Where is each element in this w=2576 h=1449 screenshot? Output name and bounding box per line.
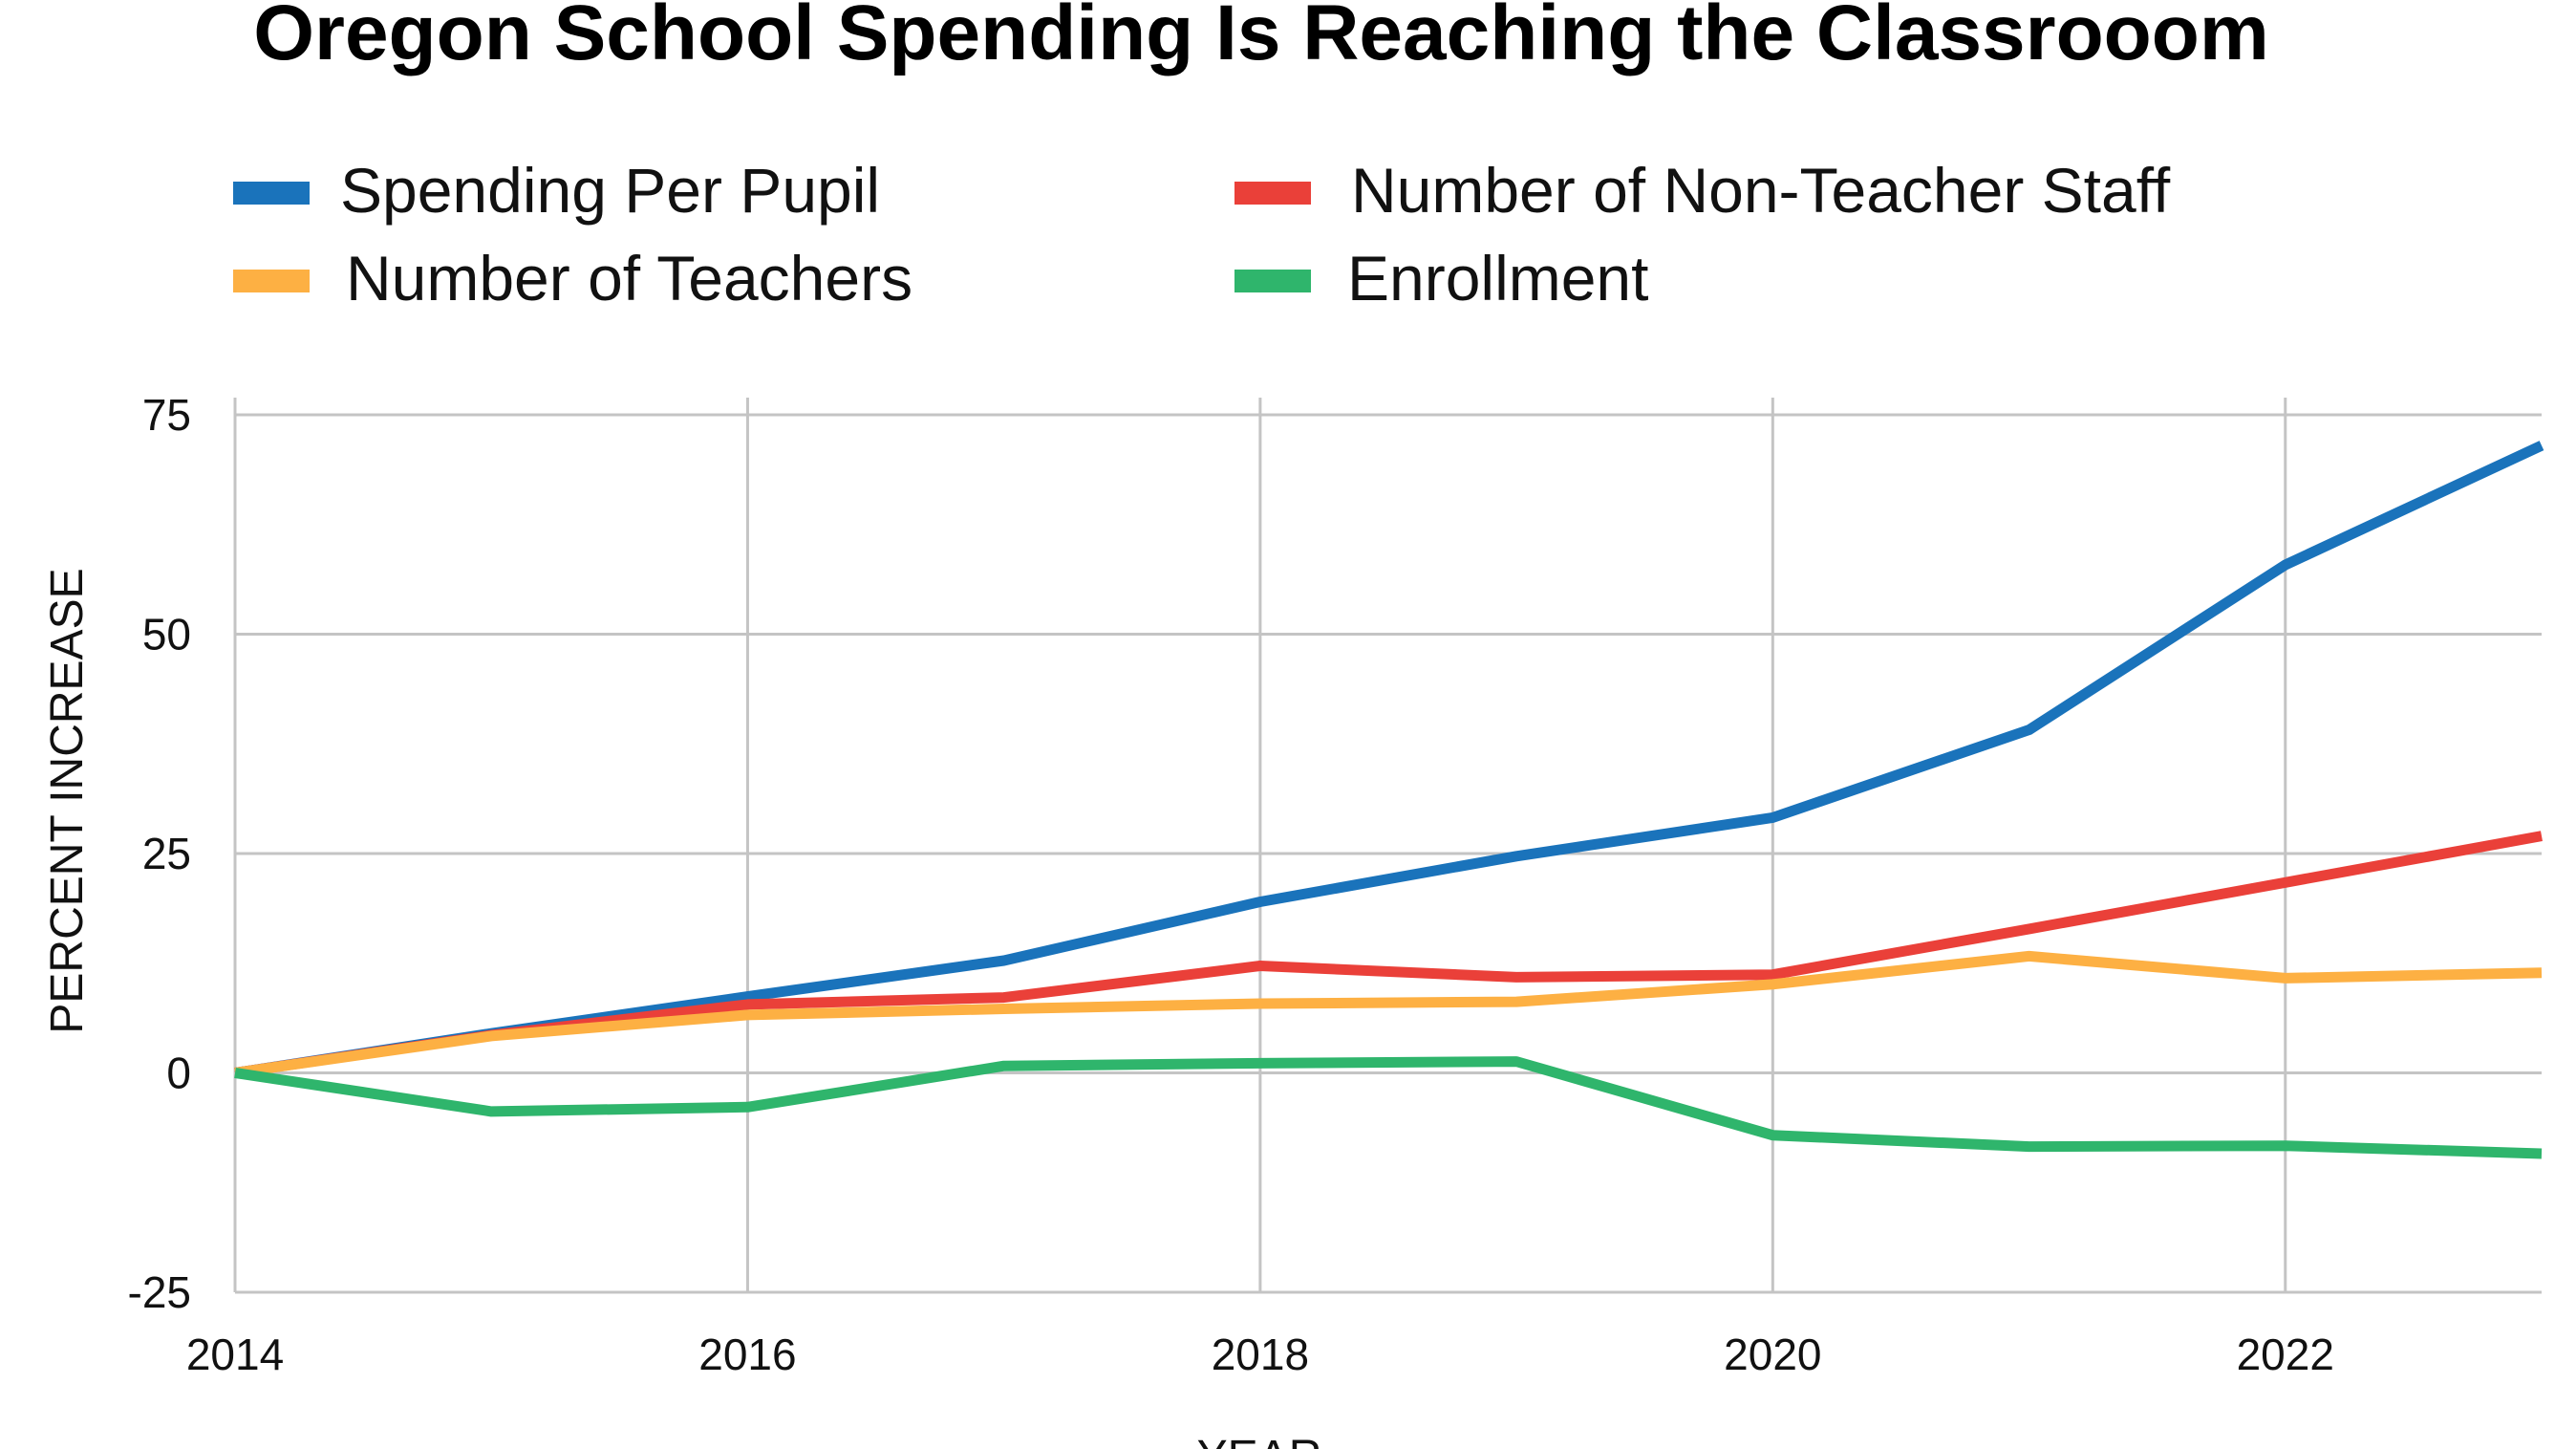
series-line-number-of-teachers bbox=[234, 950, 2543, 1078]
x-tick-label: 2022 bbox=[2237, 1330, 2334, 1379]
series-lines bbox=[234, 441, 2544, 1159]
legend-label-enrollment: Enrollment bbox=[1347, 243, 1648, 314]
series-line-enrollment bbox=[234, 1056, 2543, 1159]
legend-label-spending-per-pupil: Spending Per Pupil bbox=[340, 155, 880, 226]
chart-title: Oregon School Spending Is Reaching the C… bbox=[253, 0, 2269, 76]
legend-swatch-spending-per-pupil bbox=[233, 182, 310, 205]
legend-label-number-of-teachers: Number of Teachers bbox=[346, 243, 912, 314]
y-axis-title: PERCENT INCREASE bbox=[42, 568, 93, 1033]
y-tick-label: -25 bbox=[128, 1267, 191, 1317]
y-tick-label: 75 bbox=[142, 390, 191, 440]
x-tick-label: 2016 bbox=[698, 1330, 796, 1379]
legend-swatch-enrollment bbox=[1234, 270, 1311, 292]
x-tick-label: 2020 bbox=[1724, 1330, 1821, 1379]
x-tick-label: 2014 bbox=[186, 1330, 284, 1379]
series-line-number-of-non-teacher-staff bbox=[234, 831, 2543, 1078]
y-tick-label: 25 bbox=[142, 829, 191, 878]
grid bbox=[233, 398, 2542, 1294]
legend: Spending Per Pupil Number of Non-Teacher … bbox=[233, 155, 2171, 314]
y-tick-label: 50 bbox=[142, 610, 191, 660]
legend-swatch-number-of-non-teacher-staff bbox=[1234, 182, 1311, 205]
legend-swatch-number-of-teachers bbox=[233, 270, 310, 292]
x-axis-ticks: 2014 2016 2018 2020 2022 bbox=[186, 1330, 2334, 1379]
y-axis-ticks: 75 50 25 0 -25 bbox=[128, 390, 191, 1317]
series-line-spending-per-pupil bbox=[234, 441, 2544, 1078]
y-tick-label: 0 bbox=[166, 1049, 191, 1098]
legend-label-number-of-non-teacher-staff: Number of Non-Teacher Staff bbox=[1351, 155, 2171, 226]
x-tick-label: 2018 bbox=[1212, 1330, 1309, 1379]
x-axis-title: YEAR bbox=[1197, 1432, 1322, 1449]
